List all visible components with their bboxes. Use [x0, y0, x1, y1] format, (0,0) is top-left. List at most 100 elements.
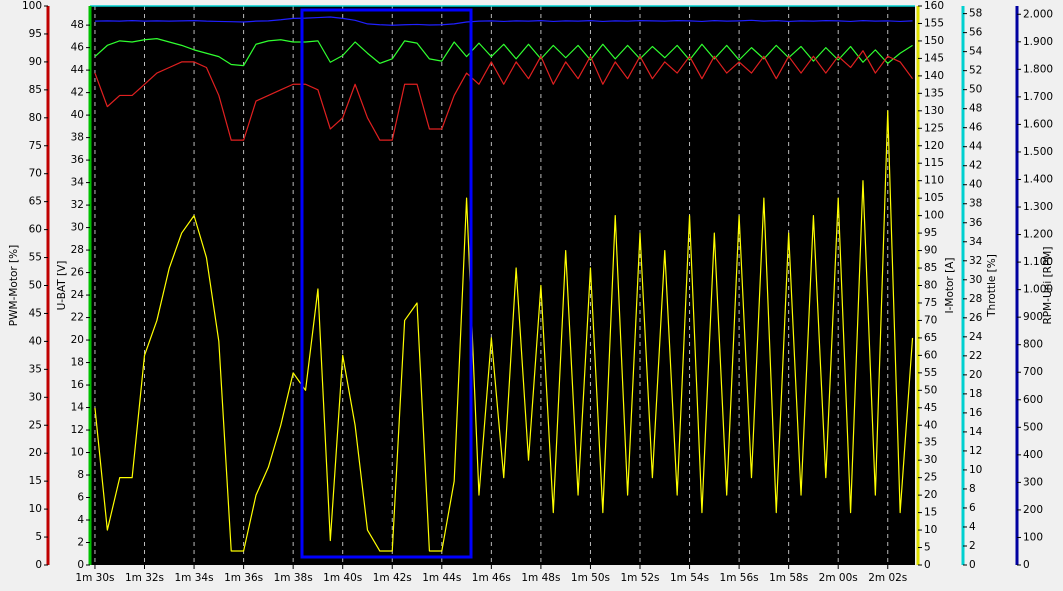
y-tick-label: 55: [924, 367, 937, 379]
y-tick-label: 26: [969, 312, 983, 324]
y-tick-label: 38: [969, 198, 982, 210]
y-tick-label: 45: [924, 402, 937, 414]
y-tick-label: 4: [77, 514, 84, 526]
series-line: [94, 110, 914, 552]
y-tick-label: 30: [29, 391, 42, 403]
y-tick-label: 50: [924, 384, 937, 396]
series-line: [94, 16, 913, 26]
y-tick-label: 150: [924, 35, 944, 47]
y-tick-label: 900: [1023, 311, 1043, 323]
y-tick-label: 42: [969, 160, 982, 172]
x-tick-label: 1m 36s: [224, 572, 263, 584]
y-tick-label: 30: [969, 274, 982, 286]
y-tick-label: 5: [35, 531, 42, 543]
y-tick-label: 80: [29, 112, 42, 124]
y-tick-label: 54: [969, 46, 983, 58]
y-tick-label: 48: [969, 103, 982, 115]
series-line: [94, 38, 913, 67]
y-tick-label: 44: [969, 141, 983, 153]
y-tick-label: 15: [924, 507, 937, 519]
y-tick-label: 10: [71, 447, 84, 459]
y-tick-label: 65: [29, 196, 42, 208]
y-tick-label: 16: [969, 407, 983, 419]
y-tick-label: 40: [924, 419, 937, 431]
y-tick-label: 1.000: [1023, 284, 1053, 296]
y-tick-label: 75: [924, 297, 937, 309]
y-tick-label: 22: [71, 312, 84, 324]
y-tick-label: 10: [29, 503, 42, 515]
y-tick-label: 95: [29, 28, 42, 40]
y-tick-label: 90: [29, 56, 42, 68]
y-tick-label: 200: [1023, 504, 1043, 516]
x-tick-label: 2m 00s: [819, 572, 858, 584]
y-tick-label: 1.200: [1023, 229, 1053, 241]
y-tick-label: 125: [924, 122, 944, 134]
y-tick-label: 1.100: [1023, 256, 1053, 268]
y-tick-label: 60: [924, 349, 937, 361]
y-tick-label: 100: [1023, 531, 1043, 543]
y-tick-label: 24: [969, 331, 983, 343]
y-tick-label: 24: [71, 289, 85, 301]
y-tick-label: 0: [969, 559, 976, 571]
y-tick-label: 85: [924, 262, 937, 274]
y-tick-label: 100: [22, 0, 42, 12]
y-tick-label: 50: [969, 84, 982, 96]
y-tick-label: 28: [969, 293, 982, 305]
y-tick-label: 12: [969, 445, 982, 457]
y-tick-label: 38: [71, 132, 84, 144]
y-tick-label: 34: [969, 236, 983, 248]
y-tick-label: 4: [969, 521, 976, 533]
y-tick-label: 95: [924, 227, 937, 239]
y-tick-label: 700: [1023, 366, 1043, 378]
y-tick-label: 20: [924, 489, 937, 501]
y-tick-label: 1.900: [1023, 36, 1053, 48]
y-tick-label: 90: [924, 245, 937, 257]
y-tick-label: 30: [924, 454, 937, 466]
x-tick-label: 1m 48s: [521, 572, 560, 584]
y-tick-label: 40: [29, 335, 42, 347]
x-tick-label: 1m 52s: [620, 572, 659, 584]
y-tick-label: 6: [969, 502, 976, 514]
axis-title: PWM-Motor [%]: [8, 245, 20, 326]
y-tick-label: 16: [71, 379, 85, 391]
x-tick-label: 1m 32s: [125, 572, 164, 584]
y-tick-label: 140: [924, 70, 944, 82]
y-tick-label: 60: [29, 224, 42, 236]
y-tick-label: 0: [1023, 559, 1030, 571]
y-tick-label: 65: [924, 332, 937, 344]
y-tick-label: 18: [969, 388, 982, 400]
x-tick-label: 1m 46s: [472, 572, 511, 584]
y-tick-label: 0: [77, 559, 84, 571]
grid: [94, 6, 889, 565]
x-tick-label: 1m 30s: [75, 572, 114, 584]
y-tick-label: 35: [924, 437, 937, 449]
y-tick-label: 100: [924, 210, 944, 222]
y-tick-label: 2.000: [1023, 8, 1053, 20]
y-tick-label: 46: [71, 42, 85, 54]
y-tick-label: 6: [77, 492, 84, 504]
selection-box[interactable]: [300, 8, 473, 559]
y-tick-label: 32: [71, 199, 84, 211]
y-tick-label: 800: [1023, 339, 1043, 351]
axis-title: RPM-Uni [RPM]: [1042, 247, 1054, 325]
y-tick-label: 10: [969, 464, 982, 476]
y-tick-label: 80: [924, 280, 937, 292]
axis-title: Throttle [%]: [986, 254, 998, 318]
y-tick-label: 1.700: [1023, 91, 1053, 103]
x-tick-label: 1m 44s: [422, 572, 461, 584]
axis-title: U-BAT [V]: [56, 261, 68, 311]
y-tick-label: 32: [969, 255, 982, 267]
y-tick-label: 28: [71, 244, 84, 256]
y-tick-label: 2: [77, 537, 84, 549]
y-tick-label: 58: [969, 8, 982, 20]
y-tick-label: 1.300: [1023, 201, 1053, 213]
y-tick-label: 14: [969, 426, 983, 438]
y-tick-label: 500: [1023, 421, 1043, 433]
y-tick-label: 145: [924, 52, 944, 64]
y-tick-label: 120: [924, 140, 944, 152]
axis-title: I-Motor [A]: [944, 258, 956, 314]
series-line: [94, 50, 914, 141]
x-tick-label: 1m 38s: [274, 572, 313, 584]
y-tick-label: 20: [29, 447, 42, 459]
